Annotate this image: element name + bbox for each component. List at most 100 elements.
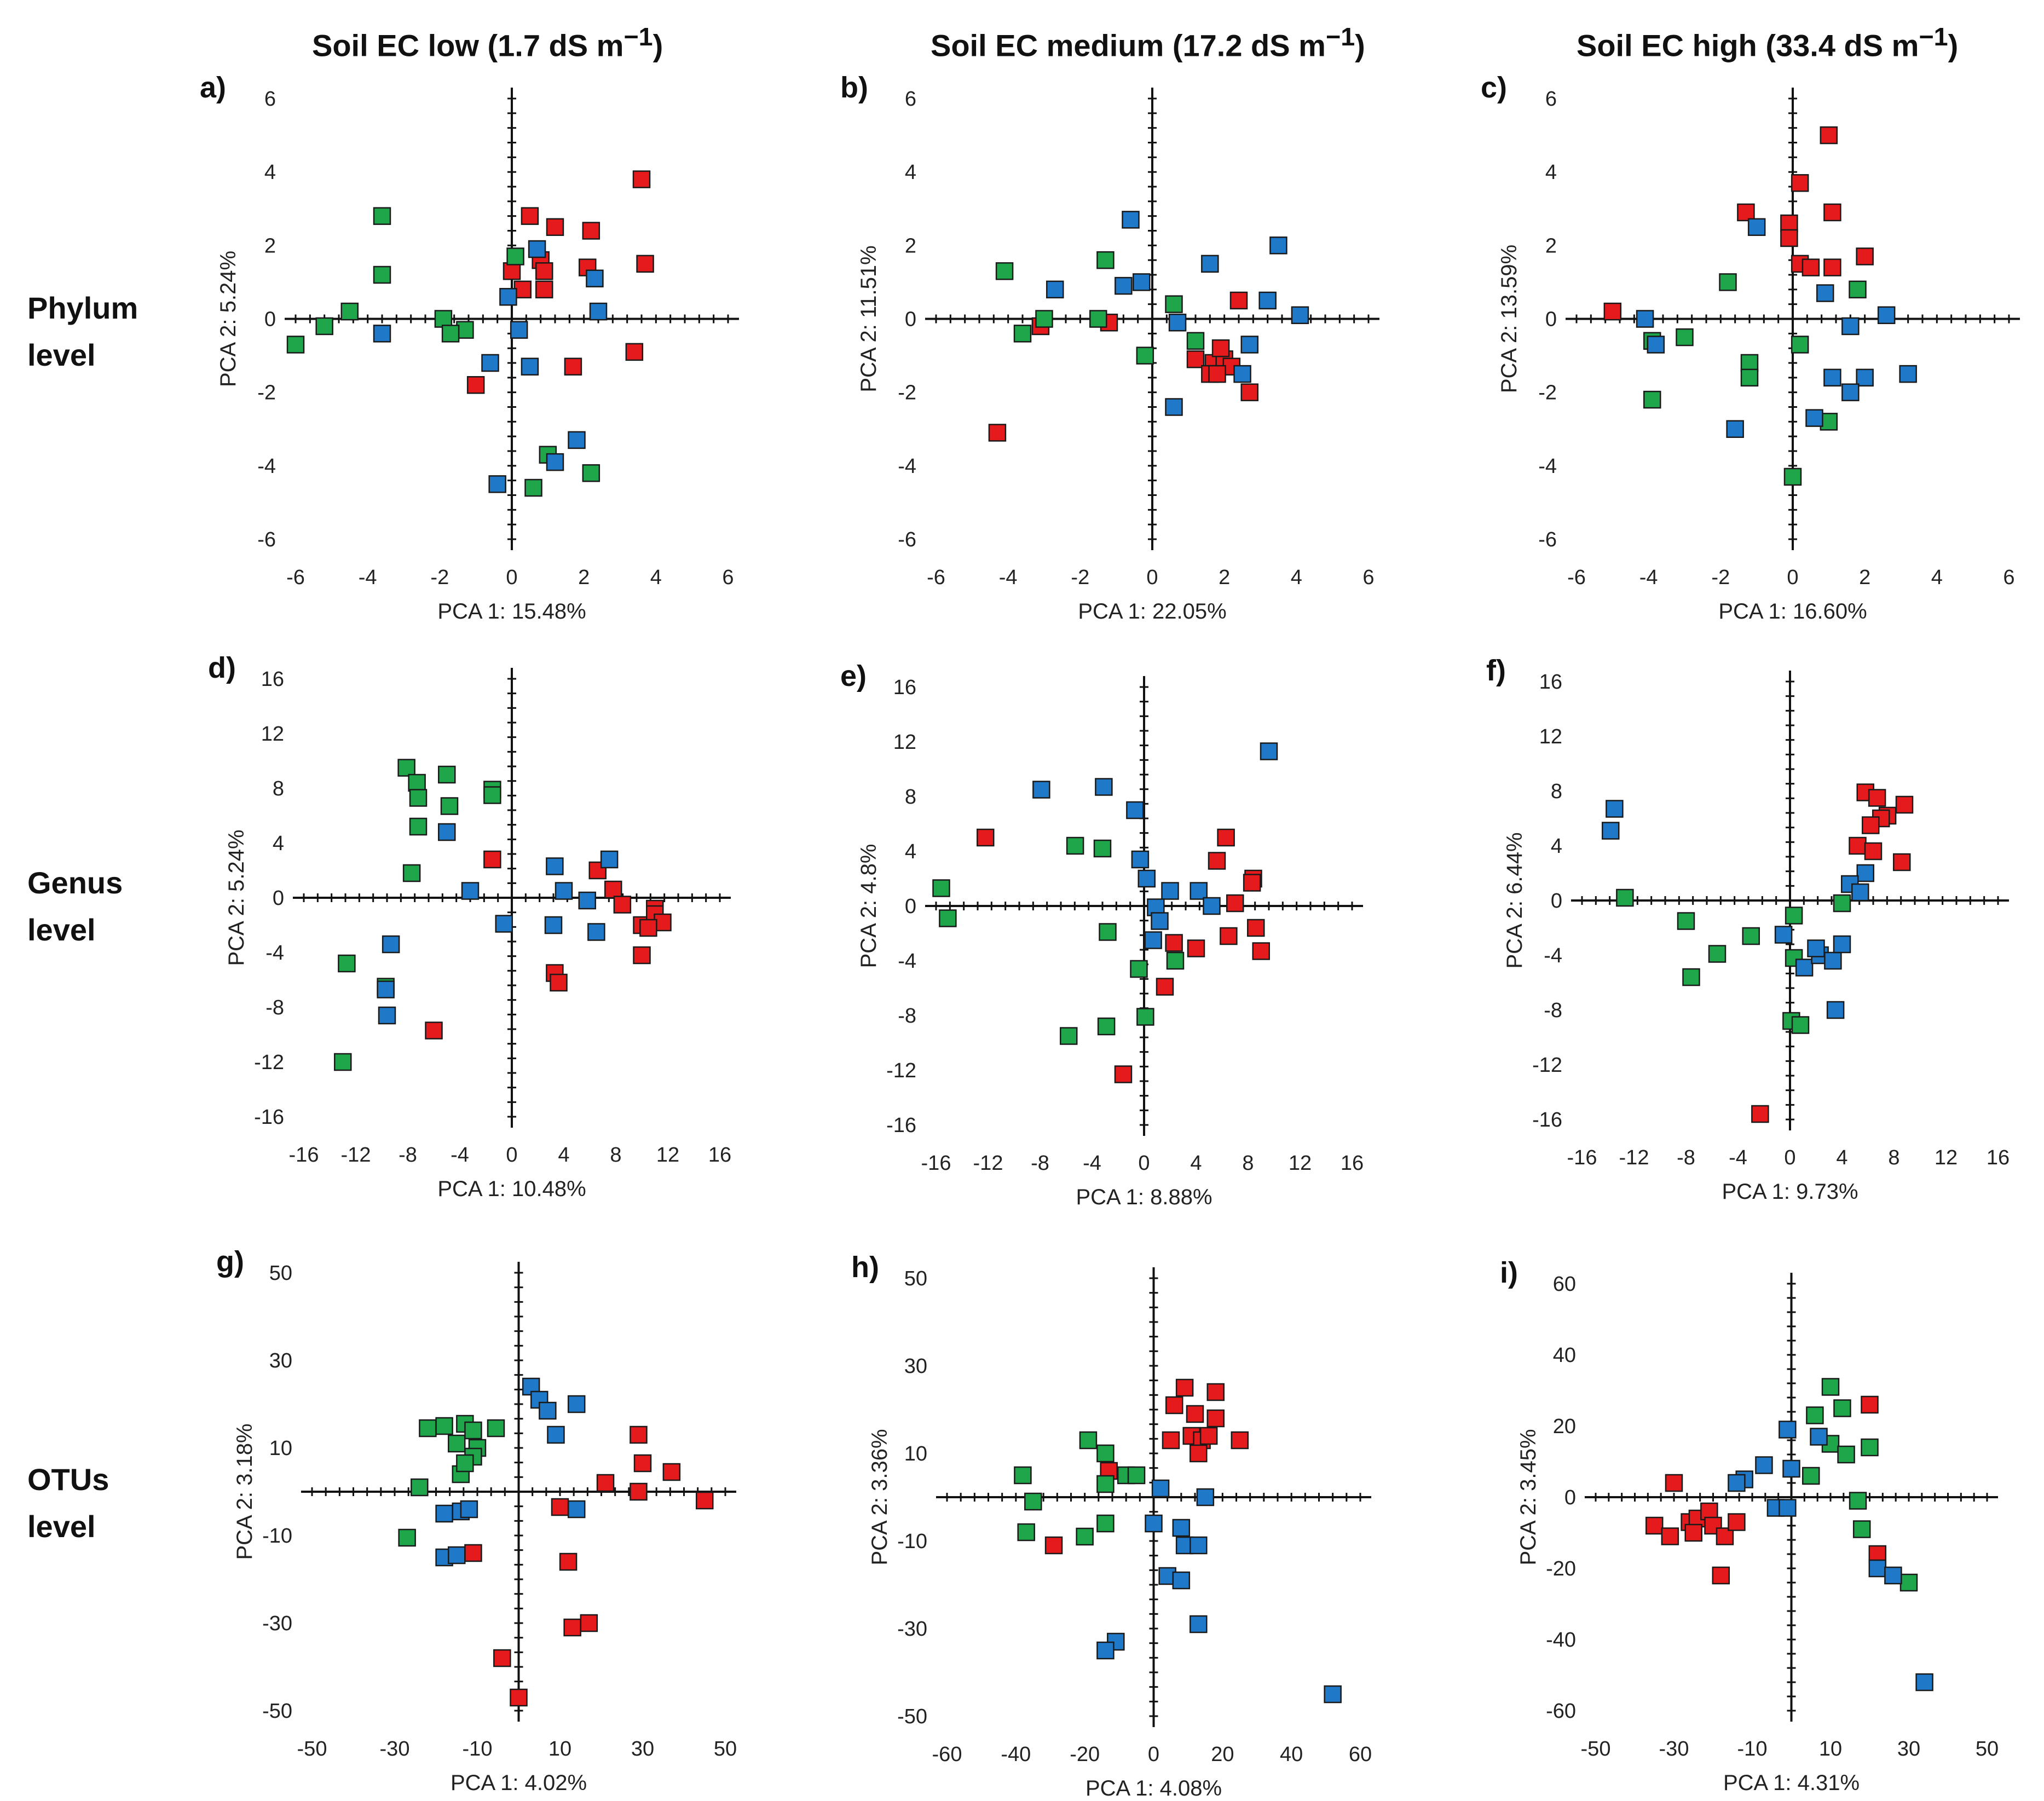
y-axis-label: PCA 2: 3.36% <box>868 1429 892 1565</box>
y-tick-label: 0 <box>905 308 916 331</box>
data-point-red <box>1208 365 1226 383</box>
data-point-red <box>1661 1527 1679 1545</box>
data-point-green <box>1802 1467 1820 1485</box>
data-point-green <box>419 1419 437 1438</box>
data-point-blue <box>1884 1566 1902 1585</box>
data-point-green <box>434 310 453 328</box>
x-tick-label: -4 <box>999 566 1018 589</box>
x-tick-label: 0 <box>1787 566 1798 589</box>
data-point-green <box>1677 912 1695 930</box>
data-point-blue <box>1877 306 1896 325</box>
data-point-red <box>503 262 521 280</box>
data-point-green <box>1852 1520 1871 1538</box>
x-tick-label: 4 <box>1836 1146 1847 1169</box>
data-point-green <box>441 325 460 343</box>
data-point-green <box>1166 951 1185 970</box>
x-tick-label: 16 <box>1341 1152 1364 1175</box>
y-tick-label: -30 <box>262 1612 292 1635</box>
data-point-red <box>464 1544 482 1562</box>
y-tick-label: 2 <box>1545 234 1557 257</box>
data-point-red <box>563 1618 581 1637</box>
data-point-blue <box>1774 926 1793 944</box>
y-tick-label: 2 <box>905 234 916 257</box>
data-point-blue <box>546 453 564 471</box>
data-point-green <box>1127 1466 1146 1485</box>
x-tick-label: 4 <box>650 566 662 589</box>
data-point-blue <box>1779 1421 1797 1439</box>
data-point-green <box>1093 839 1112 858</box>
data-point-red <box>1603 302 1622 321</box>
data-point-red <box>1684 1523 1702 1542</box>
data-point-blue <box>578 891 596 910</box>
data-point-blue <box>1161 882 1179 900</box>
data-point-red <box>546 218 564 236</box>
y-tick-label: 16 <box>1539 671 1562 694</box>
data-point-blue <box>1856 368 1874 387</box>
y-tick-label: 0 <box>264 308 276 331</box>
data-point-green <box>1096 251 1115 269</box>
data-point-red <box>1780 214 1798 233</box>
y-tick-label: 4 <box>905 840 916 863</box>
x-tick-label: 30 <box>1897 1737 1920 1760</box>
data-point-red <box>988 424 1007 442</box>
y-tick-label: -8 <box>265 996 284 1019</box>
y-tick-label: 40 <box>1553 1344 1576 1367</box>
y-tick-label: 16 <box>261 668 284 691</box>
data-point-red <box>551 1498 569 1516</box>
data-point-green <box>438 765 456 784</box>
data-point-green <box>1096 1514 1115 1533</box>
data-point-blue <box>1810 1428 1828 1446</box>
x-tick-label: 16 <box>1987 1146 2010 1169</box>
data-point-green <box>939 909 957 927</box>
data-point-red <box>613 896 632 914</box>
data-point-blue <box>587 923 605 941</box>
y-tick-label: 4 <box>905 161 916 184</box>
data-point-blue <box>567 1500 586 1519</box>
y-tick-label: 6 <box>905 88 916 111</box>
data-point-green <box>286 336 305 354</box>
data-point-blue <box>1122 211 1140 229</box>
data-point-green <box>487 1419 505 1438</box>
data-point-blue <box>378 1006 396 1025</box>
data-point-blue <box>539 1401 557 1420</box>
data-point-blue <box>1096 1641 1115 1660</box>
x-tick-label: -8 <box>399 1144 417 1167</box>
y-tick-label: -12 <box>254 1051 284 1074</box>
panel-letter: a) <box>200 71 226 104</box>
y-axis-label: PCA 2: 3.45% <box>1516 1429 1540 1565</box>
data-point-red <box>1044 1536 1063 1555</box>
data-point-blue <box>1824 951 1842 970</box>
data-point-red <box>1206 1383 1225 1401</box>
x-tick-label: -60 <box>932 1743 962 1766</box>
column-header-medium: Soil EC medium (17.2 dS m−1) <box>931 22 1365 63</box>
y-tick-label: -4 <box>257 455 276 478</box>
data-point-green <box>1821 1378 1840 1396</box>
x-axis-label: PCA 1: 15.48% <box>437 599 586 624</box>
y-tick-label: -12 <box>886 1059 916 1082</box>
x-tick-label: 0 <box>1784 1146 1795 1169</box>
x-tick-label: 2 <box>1859 566 1870 589</box>
x-tick-label: -20 <box>1070 1743 1100 1766</box>
data-point-blue <box>499 288 517 306</box>
data-point-blue <box>1833 935 1851 954</box>
data-point-red <box>1252 942 1270 960</box>
data-point-red <box>510 1688 528 1707</box>
x-tick-label: -8 <box>1677 1146 1695 1169</box>
x-tick-label: -4 <box>1639 566 1658 589</box>
data-point-blue <box>438 823 456 841</box>
x-tick-label: 8 <box>1242 1152 1254 1175</box>
data-point-blue <box>1131 850 1150 869</box>
data-point-blue <box>488 475 506 493</box>
x-tick-label: 12 <box>656 1144 679 1167</box>
y-tick-label: -10 <box>897 1530 927 1553</box>
data-point-green <box>456 1454 474 1473</box>
x-tick-label: -16 <box>1567 1146 1597 1169</box>
data-point-green <box>506 247 524 265</box>
x-axis-label: PCA 1: 8.88% <box>1076 1185 1212 1209</box>
y-tick-label: -50 <box>262 1700 292 1723</box>
data-point-blue <box>1782 1459 1800 1478</box>
y-tick-label: -30 <box>897 1618 927 1641</box>
scatter-panel: c) -6 -4 -2 0 2 4 6 6 4 2 0 -2 -4 -6 PCA 1: 16.60% PCA 2… <box>1481 71 2020 624</box>
data-point-blue <box>481 354 499 372</box>
data-point-blue <box>1190 1536 1208 1555</box>
